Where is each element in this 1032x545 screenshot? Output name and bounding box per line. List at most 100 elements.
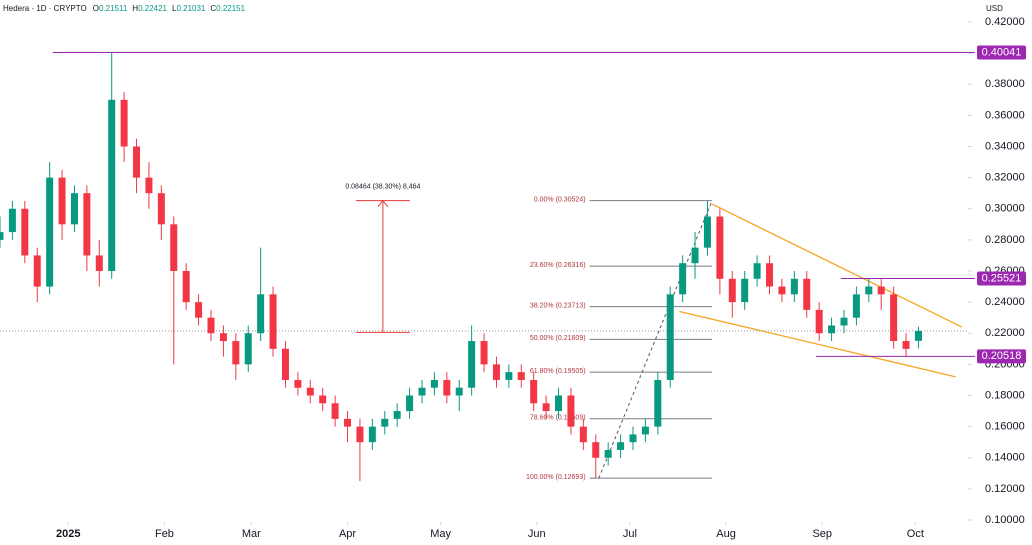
x-tick-label: May bbox=[430, 528, 451, 540]
candle-body bbox=[281, 348, 289, 380]
candle-body bbox=[356, 426, 364, 443]
candle-body bbox=[592, 442, 600, 458]
y-tick-label: 0.32000 bbox=[985, 172, 1025, 184]
candle-body bbox=[654, 379, 662, 427]
candle-body bbox=[95, 255, 103, 271]
candle-body bbox=[691, 247, 699, 264]
candle-body bbox=[0, 232, 4, 240]
y-tick-label: 0.22000 bbox=[985, 327, 1025, 339]
candle-body bbox=[852, 294, 860, 318]
candle-body bbox=[120, 99, 128, 147]
x-tick-label: Oct bbox=[907, 528, 924, 540]
candle-body bbox=[108, 99, 116, 271]
candle-body bbox=[604, 449, 612, 458]
candle-body bbox=[567, 395, 575, 427]
x-tick-label: Jun bbox=[528, 528, 546, 540]
candle-body bbox=[530, 379, 538, 404]
price-tag-label: 0.20518 bbox=[982, 350, 1022, 362]
candle-body bbox=[443, 379, 451, 396]
candle-body bbox=[145, 177, 153, 194]
candle-body bbox=[505, 372, 513, 380]
candle-body bbox=[468, 341, 476, 388]
candle-body bbox=[319, 395, 327, 404]
price-tag bbox=[977, 45, 1026, 60]
candle-body bbox=[33, 255, 41, 287]
candle-body bbox=[828, 325, 836, 334]
y-tick-label: 0.16000 bbox=[985, 421, 1025, 433]
fib-label: 38.20% (0.23713) bbox=[530, 302, 586, 309]
candle-body bbox=[430, 379, 438, 388]
candle-body bbox=[877, 286, 885, 295]
candle-body bbox=[306, 387, 314, 396]
price-tag bbox=[977, 271, 1026, 286]
x-tick-label: Jul bbox=[623, 528, 637, 540]
candle-body bbox=[393, 411, 401, 419]
candle-body bbox=[902, 341, 910, 349]
candle-body bbox=[703, 216, 711, 248]
ohlc-label: H bbox=[132, 4, 138, 13]
y-tick-label: 0.10000 bbox=[985, 514, 1025, 526]
candle-body bbox=[368, 426, 376, 443]
candle-body bbox=[728, 278, 736, 303]
candle-body bbox=[455, 387, 463, 396]
candle-body bbox=[257, 294, 265, 334]
candle-body bbox=[232, 341, 240, 365]
candle-body bbox=[716, 216, 724, 279]
ohlc-value: 0.21511 bbox=[99, 4, 128, 13]
candle-body bbox=[480, 341, 488, 365]
x-tick-label: Feb bbox=[155, 528, 174, 540]
fib-anchor bbox=[598, 200, 713, 479]
y-tick-label: 0.42000 bbox=[985, 16, 1025, 28]
measure-label: 0.08464 (38.30%) 8,464 bbox=[345, 184, 420, 191]
fib-label: 50.00% (0.21609) bbox=[530, 335, 586, 342]
fib-label: 23.60% (0.26316) bbox=[530, 262, 586, 269]
candle-body bbox=[617, 442, 625, 450]
y-tick-label: 0.34000 bbox=[985, 140, 1025, 152]
candle-body bbox=[492, 364, 500, 380]
candle-body bbox=[914, 330, 922, 341]
ohlc-label: O bbox=[93, 4, 99, 13]
symbol-title: Hedera · 1D · CRYPTO bbox=[3, 4, 87, 13]
y-tick-label: 0.30000 bbox=[985, 203, 1025, 215]
trendline bbox=[711, 203, 963, 328]
candle-body bbox=[406, 395, 414, 412]
candle-body bbox=[803, 278, 811, 310]
candle-body bbox=[170, 224, 178, 271]
candle-body bbox=[790, 278, 798, 295]
candle-body bbox=[753, 263, 761, 279]
candle-body bbox=[46, 177, 54, 287]
candle-body bbox=[8, 208, 16, 233]
candle-body bbox=[331, 403, 339, 419]
y-tick-label: 0.36000 bbox=[985, 109, 1025, 121]
x-tick-label: Apr bbox=[339, 528, 356, 540]
y-tick-label: 0.12000 bbox=[985, 483, 1025, 495]
candle-body bbox=[133, 146, 141, 178]
y-tick-label: 0.28000 bbox=[985, 234, 1025, 246]
candle-body bbox=[555, 395, 563, 412]
fib-label: 78.60% (0.16509) bbox=[530, 415, 586, 422]
candle-body bbox=[641, 426, 649, 435]
candle-body bbox=[517, 372, 525, 380]
x-tick-label: Sep bbox=[812, 528, 832, 540]
arrow-head bbox=[377, 199, 389, 207]
y-tick-label: 0.38000 bbox=[985, 78, 1025, 90]
candle-body bbox=[182, 271, 190, 303]
candle-body bbox=[741, 278, 749, 303]
price-tag-label: 0.40041 bbox=[982, 46, 1022, 58]
candle-body bbox=[219, 333, 227, 342]
y-tick-label: 0.24000 bbox=[985, 296, 1025, 308]
x-tick-label: Mar bbox=[242, 528, 261, 540]
candle-body bbox=[629, 434, 637, 443]
candle-body bbox=[269, 294, 277, 349]
candle-body bbox=[21, 208, 29, 256]
candle-body bbox=[865, 286, 873, 295]
candle-body bbox=[840, 317, 848, 326]
price-tag bbox=[977, 349, 1026, 364]
ohlc-label: C bbox=[210, 4, 216, 13]
price-tag-label: 0.25521 bbox=[982, 272, 1022, 284]
candle-body bbox=[344, 418, 352, 427]
candle-body bbox=[815, 309, 823, 334]
x-tick-label: Aug bbox=[716, 528, 736, 540]
